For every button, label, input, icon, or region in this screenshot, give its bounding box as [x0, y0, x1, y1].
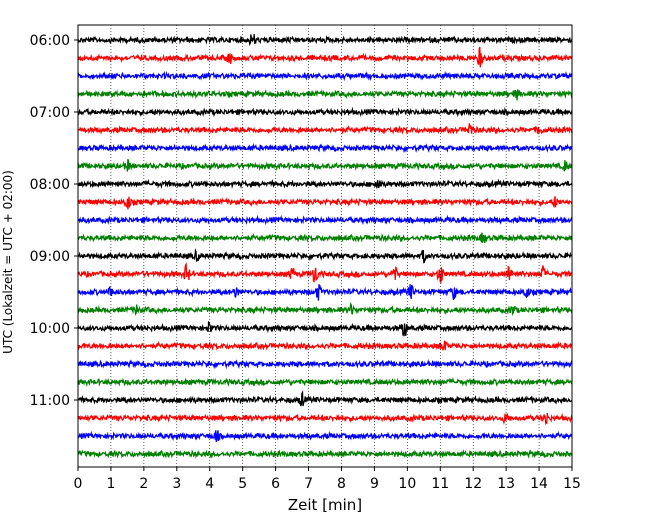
- trace-0615: [77, 46, 573, 68]
- y-tick-label: 07:00: [30, 105, 70, 121]
- trace-0745: [77, 158, 573, 172]
- trace-0845: [77, 232, 573, 243]
- x-tick-label: 0: [74, 476, 83, 492]
- trace-0815: [77, 196, 573, 210]
- y-tick-label: 09:00: [30, 249, 70, 265]
- trace-1145: [77, 448, 573, 459]
- y-axis: 06:00 07:00 08:00 09:00 10:00 11:00: [30, 33, 78, 409]
- x-tick-label: 7: [304, 476, 313, 492]
- x-axis-title: Zeit [min]: [288, 496, 362, 514]
- x-tick-label: 13: [497, 476, 515, 492]
- y-tick-label: 11:00: [30, 393, 70, 409]
- x-tick-label: 3: [172, 476, 181, 492]
- y-tick-label: 10:00: [30, 321, 70, 337]
- x-axis: 0 1 2 3 4 5 6 7 8 9 10 11 12 13 14 15: [74, 467, 581, 492]
- trace-1130: [77, 430, 573, 443]
- trace-1115: [77, 412, 573, 426]
- trace-1000: [77, 320, 573, 337]
- trace-1045: [77, 376, 573, 388]
- y-tick-label: 08:00: [30, 177, 70, 193]
- plot-frame: [77, 24, 573, 468]
- x-tick-label: 11: [431, 476, 449, 492]
- trace-0645: [77, 88, 573, 101]
- trace-0730: [77, 142, 573, 154]
- x-tick-label: 6: [271, 476, 280, 492]
- x-tick-label: 5: [238, 476, 247, 492]
- trace-0715: [77, 123, 573, 135]
- trace-0945: [77, 301, 573, 317]
- x-tick-label: 1: [106, 476, 115, 492]
- x-tick-label: 8: [337, 476, 346, 492]
- y-tick-label: 06:00: [30, 33, 70, 49]
- trace-1015: [77, 340, 573, 351]
- y-axis-title: UTC (Lokalzeit = UTC + 02:00): [1, 170, 15, 354]
- trace-0900: [77, 248, 573, 264]
- x-tick-label: 9: [370, 476, 379, 492]
- trace-0915: [77, 262, 573, 285]
- trace-0830: [77, 214, 573, 226]
- trace-0700: [77, 106, 573, 118]
- x-tick-label: 2: [139, 476, 148, 492]
- x-tick-label: 4: [205, 476, 214, 492]
- trace-1100: [77, 390, 573, 407]
- trace-layer: [77, 34, 573, 459]
- trace-0930: [77, 284, 573, 301]
- trace-0800: [77, 178, 573, 190]
- x-tick-label: 12: [464, 476, 482, 492]
- x-tick-label: 14: [530, 476, 548, 492]
- trace-0600: [77, 34, 573, 47]
- trace-0630: [77, 70, 573, 82]
- x-tick-label: 15: [563, 476, 581, 492]
- x-tick-label: 10: [398, 476, 416, 492]
- trace-1030: [77, 359, 573, 370]
